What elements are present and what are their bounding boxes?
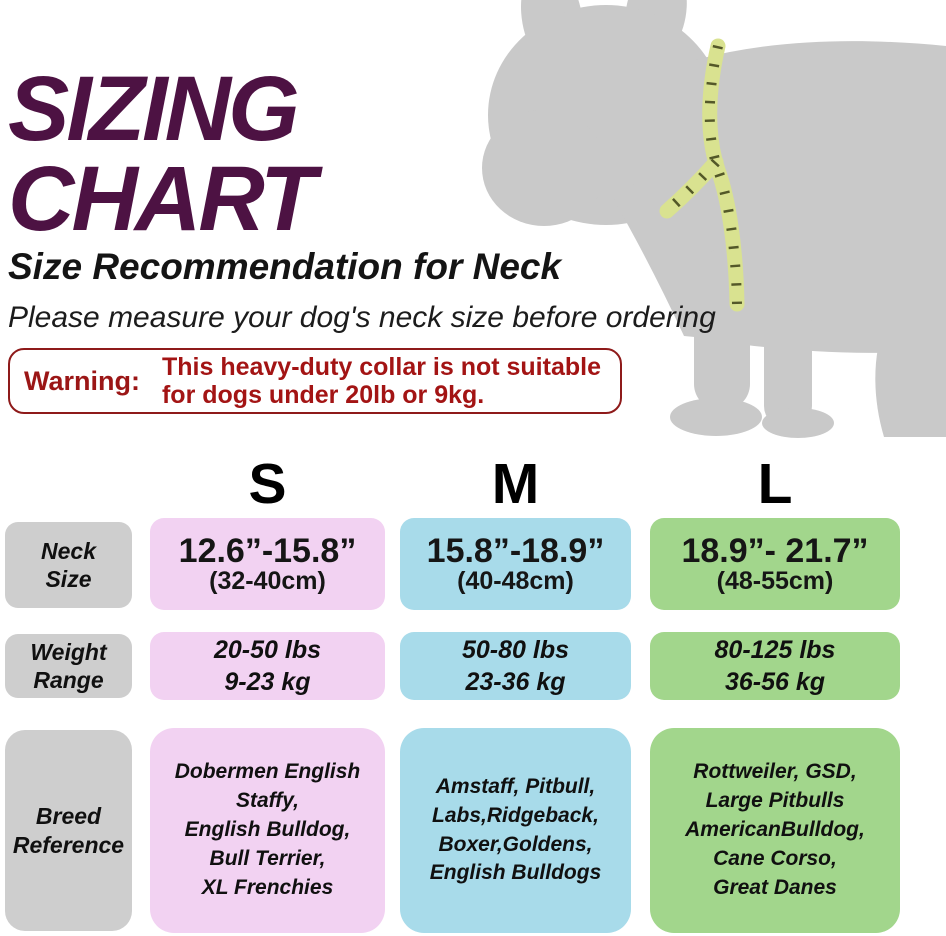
- breed-reference-cell-m: Amstaff, Pitbull, Labs,Ridgeback, Boxer,…: [400, 728, 631, 933]
- neck-size-cell-s: 12.6”-15.8” (32-40cm): [150, 518, 385, 610]
- row-header-neck-size: Neck Size: [5, 522, 132, 608]
- breeds-m: Amstaff, Pitbull, Labs,Ridgeback, Boxer,…: [429, 774, 602, 885]
- neck-size-inches-s: 12.6”-15.8”: [178, 531, 357, 570]
- neck-size-cell-l: 18.9”- 21.7” (48-55cm): [650, 518, 900, 610]
- dog-silhouette-with-measuring-tape-icon: [482, 0, 946, 438]
- dog-body: [696, 41, 946, 353]
- dog-front-paw: [670, 398, 762, 436]
- warning-message: This heavy-duty collar is not suitable f…: [161, 353, 601, 409]
- dog-second-leg: [764, 300, 812, 428]
- weight-range-l: 80-125 lbs 36-56 kg: [714, 635, 836, 697]
- weight-range-m: 50-80 lbs 23-36 kg: [461, 635, 569, 697]
- column-header-s: S: [248, 452, 287, 516]
- warning-box: Warning: This heavy-duty collar is not s…: [8, 348, 622, 414]
- row-header-weight-range: Weight Range: [5, 634, 132, 698]
- neck-size-cell-m: 15.8”-18.9” (40-48cm): [400, 518, 631, 610]
- dog-muzzle: [482, 110, 606, 226]
- warning-label: Warning:: [24, 365, 140, 396]
- dog-second-paw: [762, 408, 834, 438]
- breed-reference-cell-l: Rottweiler, GSD, Large Pitbulls American…: [650, 728, 900, 933]
- neck-size-inches-l: 18.9”- 21.7”: [681, 531, 869, 570]
- measure-note: Please measure your dog's neck size befo…: [8, 301, 716, 334]
- breed-reference-cell-s: Dobermen English Staffy, English Bulldog…: [150, 728, 385, 933]
- page-title: SIZING CHART: [8, 58, 316, 251]
- neck-size-cm-s: (32-40cm): [209, 567, 326, 596]
- neck-size-cm-m: (40-48cm): [457, 567, 574, 596]
- column-header-l: L: [757, 452, 793, 516]
- dog-hind-leg: [875, 348, 946, 437]
- weight-range-s: 20-50 lbs 9-23 kg: [213, 635, 321, 697]
- weight-range-cell-s: 20-50 lbs 9-23 kg: [150, 632, 385, 700]
- neck-size-cm-l: (48-55cm): [716, 567, 834, 596]
- weight-range-cell-m: 50-80 lbs 23-36 kg: [400, 632, 631, 700]
- weight-range-cell-l: 80-125 lbs 36-56 kg: [650, 632, 900, 700]
- neck-size-inches-m: 15.8”-18.9”: [426, 531, 605, 570]
- column-header-m: M: [491, 452, 540, 516]
- breeds-l: Rottweiler, GSD, Large Pitbulls American…: [685, 760, 865, 899]
- page-subtitle: Size Recommendation for Neck: [8, 246, 562, 287]
- dog-illustration: [446, 0, 946, 440]
- row-header-breed-reference: Breed Reference: [5, 730, 132, 931]
- measuring-tape-branch: [659, 154, 724, 219]
- breeds-s: Dobermen English Staffy, English Bulldog…: [174, 760, 361, 899]
